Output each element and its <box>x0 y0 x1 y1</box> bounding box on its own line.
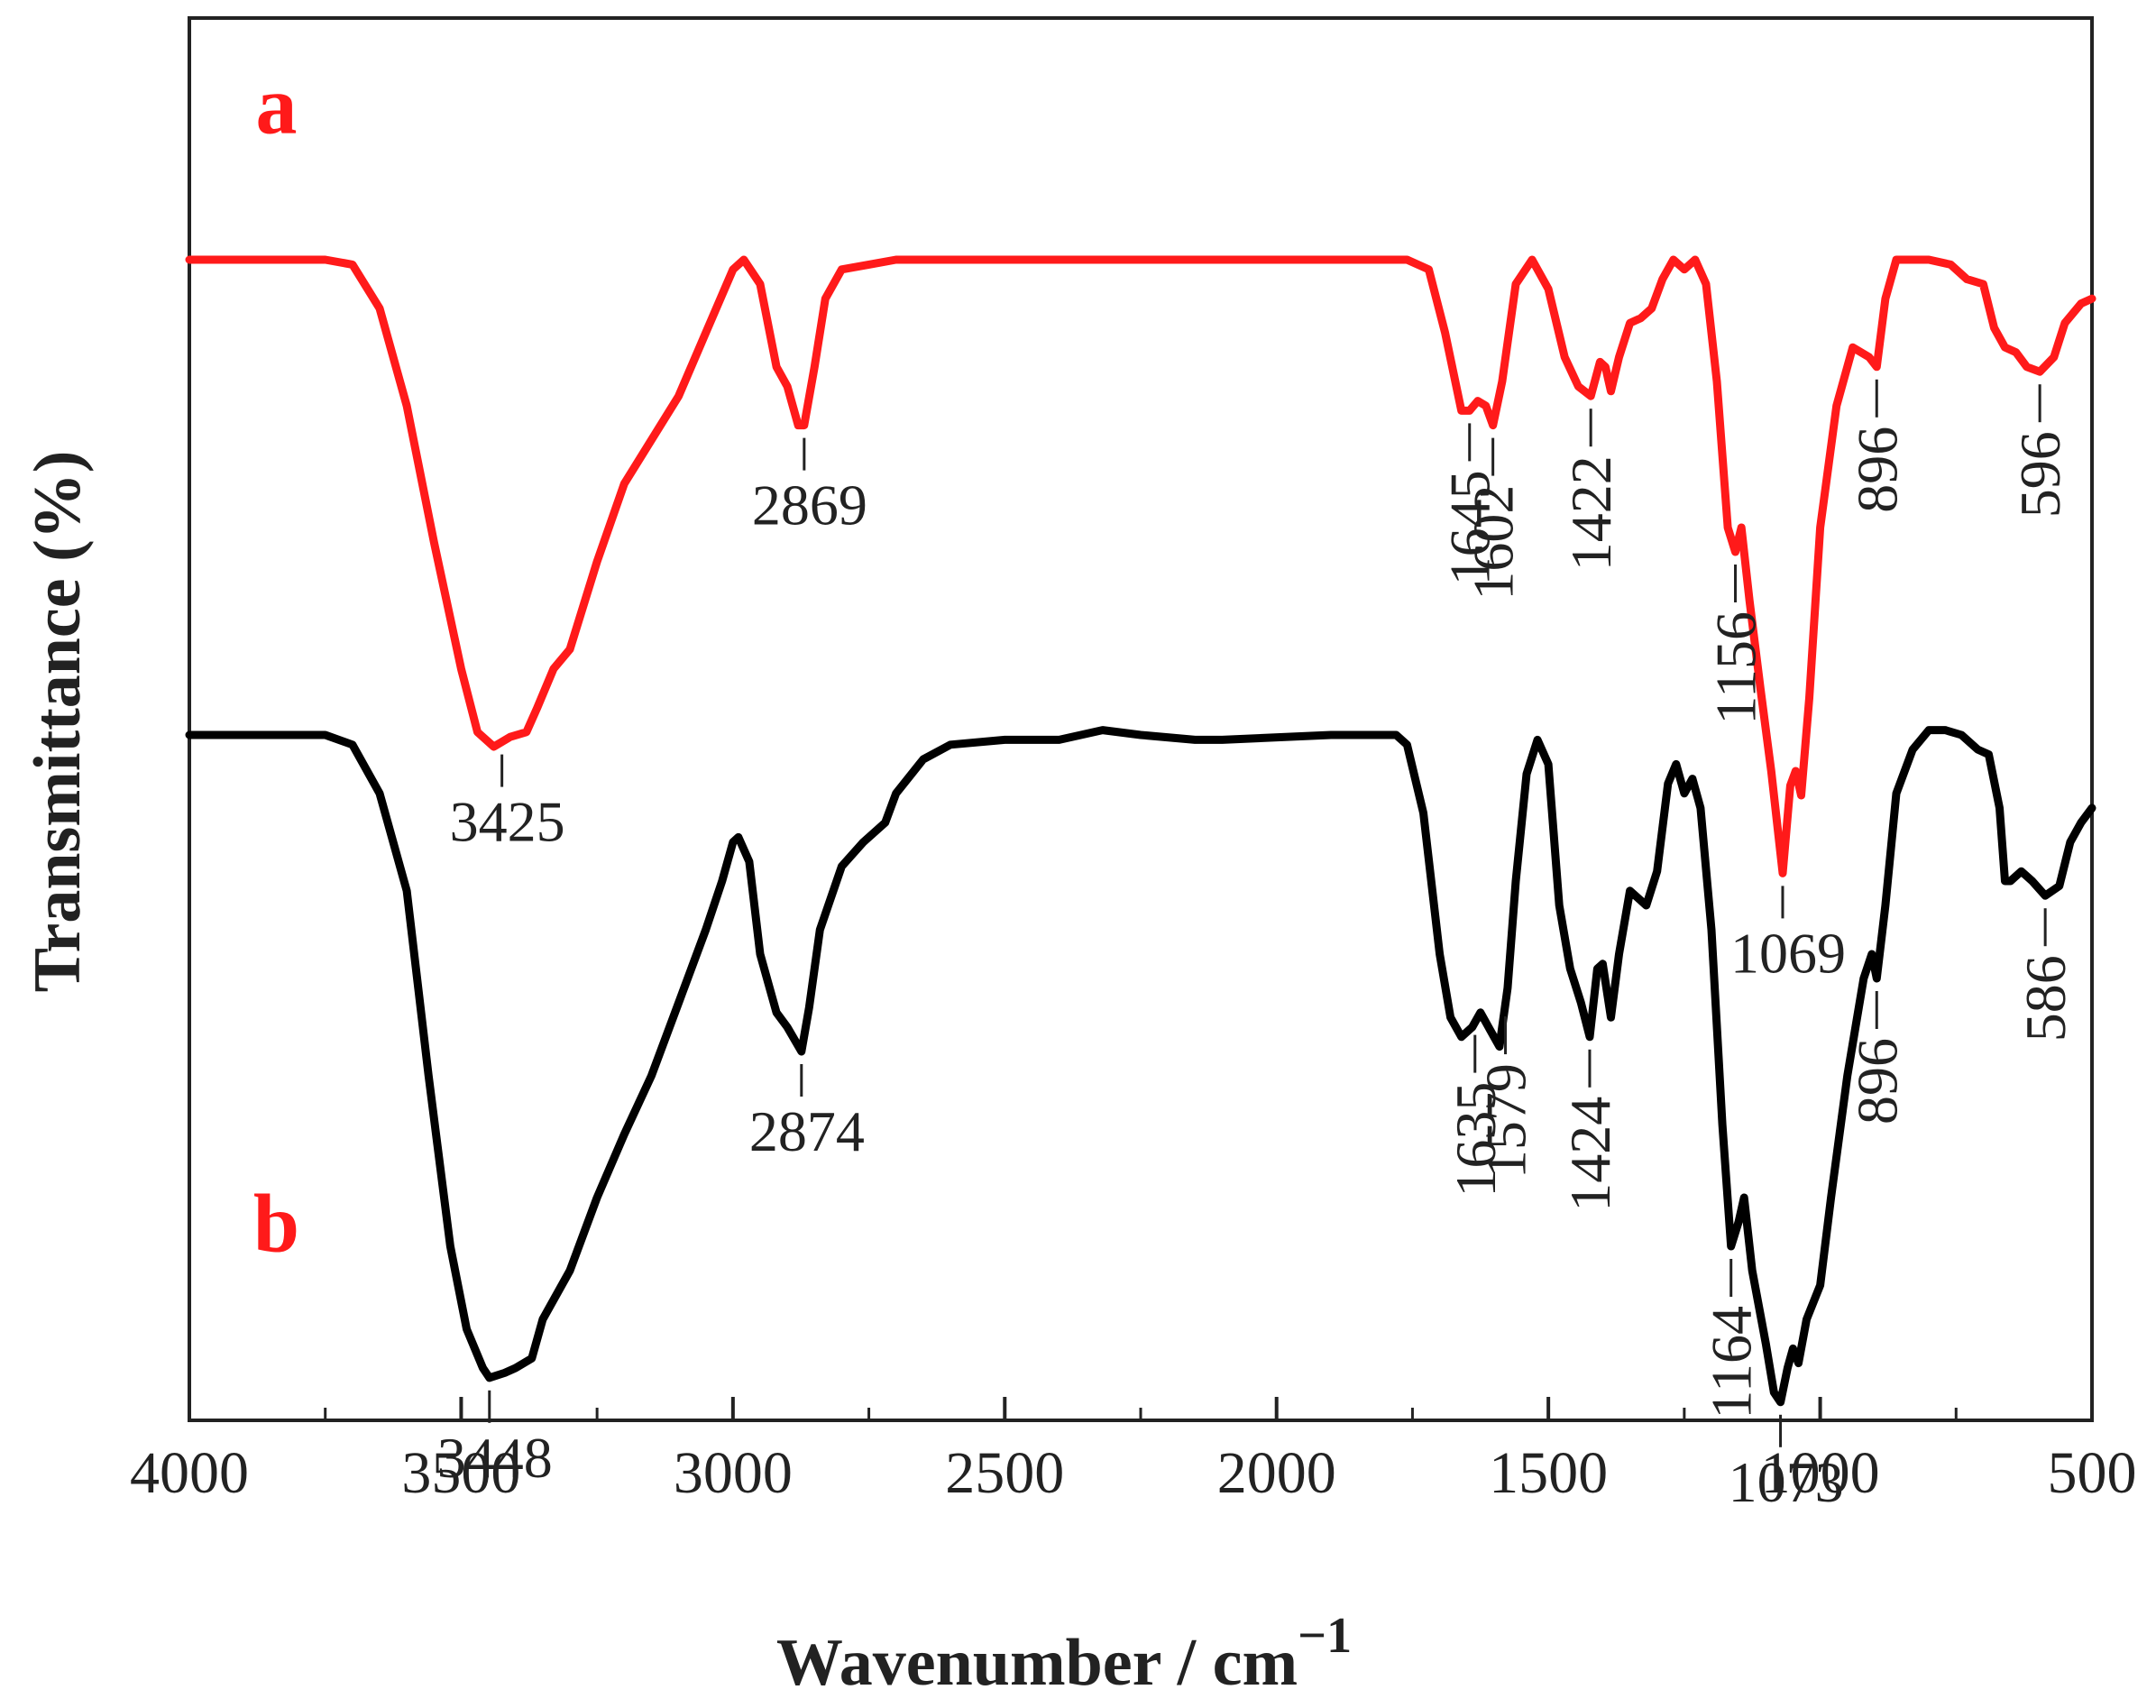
x-tick-label: 4000 <box>130 1440 249 1506</box>
peak-label: 2874 <box>749 1099 865 1163</box>
peak-label: 1645 <box>1438 470 1502 585</box>
x-tick-label: 1500 <box>1489 1440 1608 1506</box>
peak-label: 896 <box>1845 427 1909 513</box>
x-tick-label: 2500 <box>945 1440 1064 1506</box>
x-axis-title-superscript: −1 <box>1298 1608 1352 1664</box>
series-label-b: b <box>253 1177 299 1269</box>
peak-label: 2869 <box>752 473 867 537</box>
peak-label: 1422 <box>1559 455 1623 571</box>
x-axis-title-main: Wavenumber / cm <box>776 1626 1298 1700</box>
x-tick-label: 2000 <box>1217 1440 1336 1506</box>
x-axis-title: Wavenumber / cm−1 <box>776 1608 1352 1700</box>
series-b-line <box>185 726 2096 1407</box>
series-labels: ab <box>253 60 299 1270</box>
peak-label: 586 <box>2014 955 2078 1042</box>
x-axis-ticks: 4000 3500 3000 2500 2000 1500 1000 500 <box>130 1397 2137 1506</box>
x-tick-label: 1000 <box>1761 1440 1880 1506</box>
peak-label: 1579 <box>1474 1063 1538 1179</box>
peak-label: 1424 <box>1558 1097 1622 1212</box>
peak-label: 1156 <box>1704 611 1768 725</box>
x-tick-label: 500 <box>2048 1440 2137 1506</box>
peak-label: 1073 <box>1729 1450 1844 1514</box>
peak-label: 896 <box>1845 1038 1909 1125</box>
peak-label: 3448 <box>437 1426 553 1490</box>
peak-label: 1069 <box>1730 921 1846 985</box>
peak-label: 1635 <box>1444 1082 1508 1198</box>
series-a-line <box>185 255 2096 877</box>
y-axis-title: Transmittance (%) <box>21 451 95 993</box>
peak-label: 3425 <box>450 790 565 854</box>
peak-label: 1602 <box>1462 485 1526 601</box>
x-tick-label: 3500 <box>401 1440 520 1506</box>
x-tick-label: 3000 <box>674 1440 793 1506</box>
peak-label: 596 <box>2008 431 2072 518</box>
peak-label: 1164 <box>1700 1306 1764 1419</box>
series-label-a: a <box>255 60 297 152</box>
series-layer <box>185 255 2096 1407</box>
